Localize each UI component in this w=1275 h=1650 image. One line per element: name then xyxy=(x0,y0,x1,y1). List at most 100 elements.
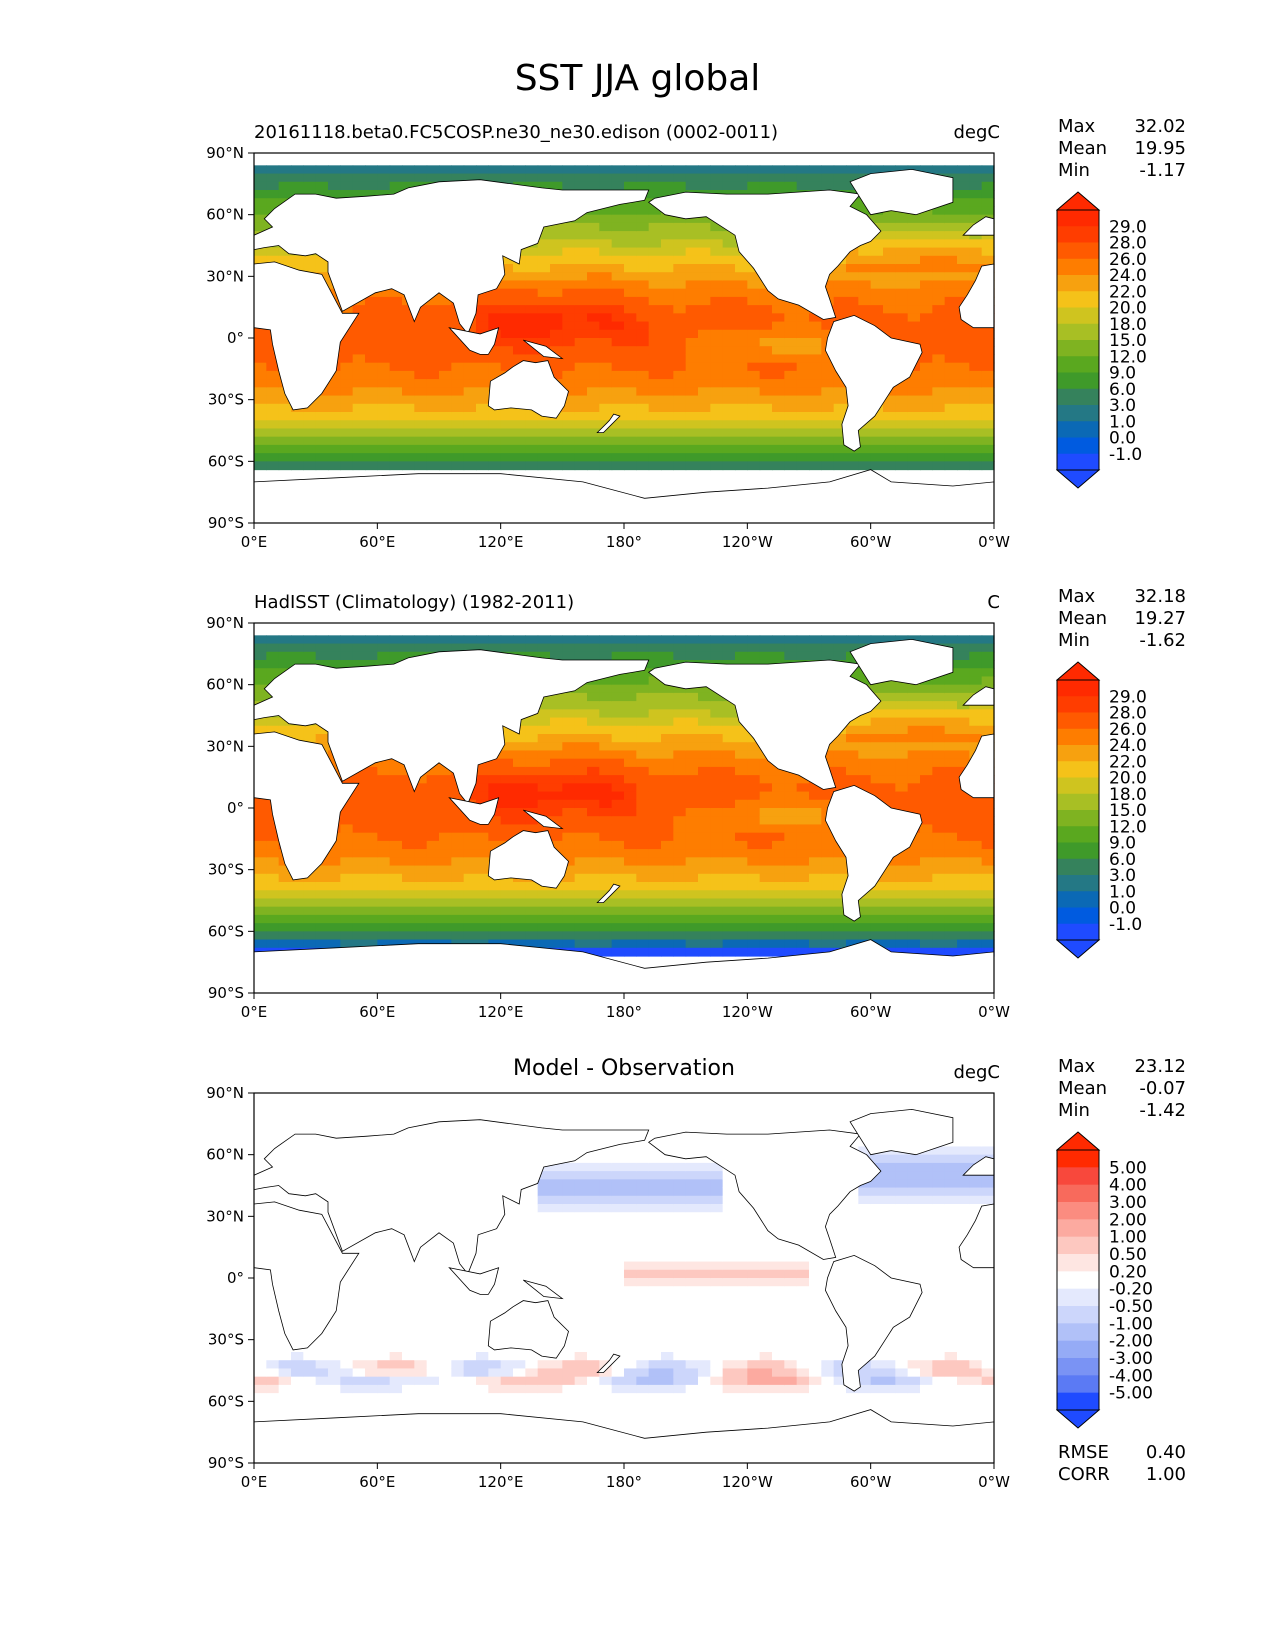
lon-tick-label: 180° xyxy=(606,533,642,551)
contour-cell xyxy=(513,354,526,364)
contour-cell xyxy=(735,412,748,421)
contour-cell xyxy=(895,296,909,306)
contour-cell xyxy=(957,709,970,719)
contour-cell xyxy=(389,362,403,372)
contour-cell xyxy=(907,701,921,710)
figure-title: SST JJA global xyxy=(514,58,761,99)
contour-cell xyxy=(698,890,711,900)
colorbar-swatch xyxy=(1057,745,1099,762)
contour-cell xyxy=(661,403,674,413)
contour-cell xyxy=(944,947,958,957)
colorbar-swatch xyxy=(1057,275,1099,292)
contour-cell xyxy=(722,403,736,413)
contour-cell xyxy=(611,947,625,957)
contour-cell xyxy=(488,444,502,454)
contour-cell xyxy=(648,214,662,224)
contour-cell xyxy=(266,1327,280,1337)
contour-cell xyxy=(944,873,958,883)
lon-tick-label: 180° xyxy=(606,1003,642,1021)
contour-cell xyxy=(414,890,428,900)
contour-cell xyxy=(747,370,761,380)
contour-cell xyxy=(315,1352,329,1361)
contour-cell xyxy=(352,403,366,413)
contour-cell xyxy=(648,750,662,760)
contour-cell xyxy=(747,329,761,339)
contour-cell xyxy=(710,436,724,446)
contour-cell xyxy=(439,914,452,924)
contour-cell xyxy=(463,362,477,372)
contour-cell xyxy=(981,643,995,653)
contour-cell xyxy=(957,247,970,257)
contour-cell xyxy=(932,370,946,380)
contour-cell xyxy=(673,865,687,875)
contour-cell xyxy=(500,329,514,339)
contour-cell xyxy=(414,783,428,793)
contour-cell xyxy=(340,379,354,388)
colorbar-swatch xyxy=(1057,761,1099,778)
contour-cell xyxy=(377,338,391,347)
contour-cell xyxy=(266,1286,280,1296)
contour-cell xyxy=(944,849,958,858)
contour-cell xyxy=(722,701,736,710)
contour-cell xyxy=(315,923,329,932)
contour-cell xyxy=(328,898,341,908)
contour-cell xyxy=(537,898,551,908)
contour-cell xyxy=(895,329,909,339)
contour-cell xyxy=(883,255,896,265)
contour-cell xyxy=(957,436,970,446)
contour-cell xyxy=(291,1360,304,1370)
contour-cell xyxy=(981,923,995,932)
contour-cell xyxy=(685,379,699,388)
colorbar-label: 26.0 xyxy=(1109,720,1147,740)
contour-cell xyxy=(772,379,785,388)
contour-cell xyxy=(759,840,773,850)
contour-cell xyxy=(784,346,798,356)
contour-cell xyxy=(648,816,662,826)
contour-cell xyxy=(389,816,403,826)
contour-cell xyxy=(735,387,748,397)
contour-cell xyxy=(476,832,489,842)
contour-cell xyxy=(377,395,391,405)
contour-cell xyxy=(463,444,477,454)
contour-cell xyxy=(722,321,736,331)
contour-cell xyxy=(402,898,415,908)
contour-cell xyxy=(981,395,995,405)
contour-cell xyxy=(513,296,526,306)
contour-cell xyxy=(476,362,489,372)
contour-cell xyxy=(858,725,872,735)
contour-cell xyxy=(488,643,502,653)
contour-cell xyxy=(315,1368,329,1378)
contour-cell xyxy=(920,222,933,232)
contour-cell xyxy=(661,321,674,331)
contour-cell xyxy=(488,816,502,826)
contour-cell xyxy=(920,766,933,776)
contour-cell xyxy=(463,387,477,397)
contour-cell xyxy=(303,923,317,932)
contour-cell xyxy=(624,766,637,776)
contour-cell xyxy=(574,906,588,916)
contour-cell xyxy=(957,362,970,372)
contour-cell xyxy=(476,296,489,306)
contour-cell xyxy=(451,444,465,454)
contour-cell xyxy=(278,882,292,891)
contour-cell xyxy=(809,799,822,809)
contour-cell xyxy=(735,420,748,430)
contour-cell xyxy=(513,791,526,801)
contour-cell xyxy=(784,849,798,858)
contour-cell xyxy=(722,420,736,430)
contour-cell xyxy=(599,412,613,421)
contour-cell xyxy=(525,280,539,290)
contour-cell xyxy=(562,832,576,842)
contour-cell xyxy=(661,906,674,916)
contour-cell xyxy=(846,280,859,290)
contour-cell xyxy=(426,816,440,826)
contour-cell xyxy=(389,865,403,875)
contour-cell xyxy=(624,947,637,957)
contour-cell xyxy=(587,264,600,273)
contour-cell xyxy=(254,453,267,462)
contour-cell xyxy=(846,255,859,265)
contour-cell xyxy=(500,750,514,760)
contour-cell xyxy=(870,684,884,694)
contour-cell xyxy=(883,444,896,454)
contour-cell xyxy=(944,206,958,216)
